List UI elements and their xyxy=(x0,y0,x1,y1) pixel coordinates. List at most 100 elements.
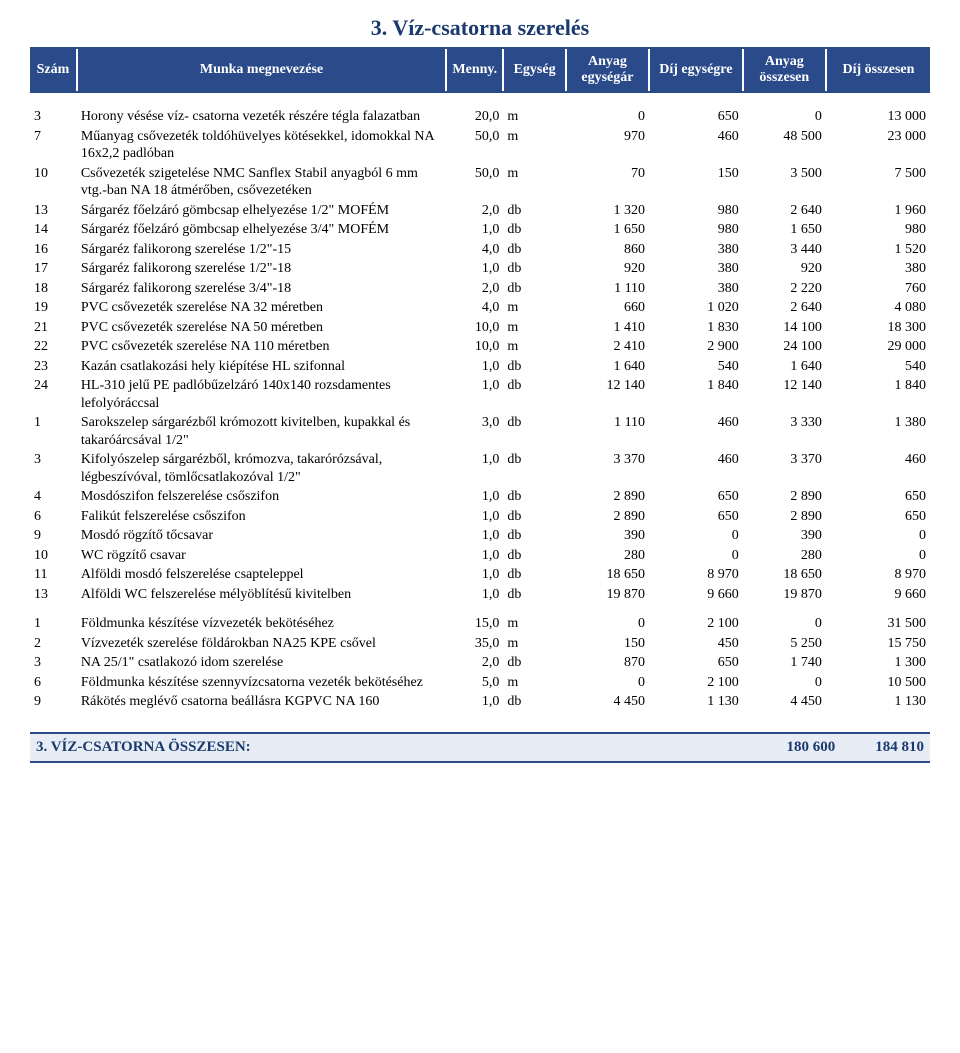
cell-dij-egysegre: 540 xyxy=(649,357,743,377)
cell-anyag-osszesen: 1 640 xyxy=(743,357,826,377)
cell-dij-osszesen: 650 xyxy=(826,487,930,507)
cell-name: Alföldi mosdó felszerelése csapteleppel xyxy=(77,565,446,585)
table-row: 9 Mosdó rögzítő tőcsavar 1,0 db 390 0 39… xyxy=(30,526,930,546)
cell-dij-egysegre: 380 xyxy=(649,279,743,299)
cell-name: Vízvezeték szerelése földárokban NA25 KP… xyxy=(77,634,446,654)
cell-dij-egysegre: 2 900 xyxy=(649,337,743,357)
table-row: 4 Mosdószifon felszerelése csőszifon 1,0… xyxy=(30,487,930,507)
table-row: 6 Földmunka készítése szennyvízcsatorna … xyxy=(30,673,930,693)
cell-dij-egysegre: 2 100 xyxy=(649,614,743,634)
table-row: 3 Kifolyószelep sárgarézből, krómozva, t… xyxy=(30,450,930,487)
table-row: 2 Vízvezeték szerelése földárokban NA25 … xyxy=(30,634,930,654)
cell-szam: 4 xyxy=(30,487,77,507)
cell-anyag-egysegar: 2 410 xyxy=(566,337,649,357)
cell-unit: m xyxy=(503,107,565,127)
cell-szam: 3 xyxy=(30,107,77,127)
cell-name: PVC csővezeték szerelése NA 32 méretben xyxy=(77,298,446,318)
cell-anyag-osszesen: 2 890 xyxy=(743,487,826,507)
cell-name: Kazán csatlakozási hely kiépítése HL szi… xyxy=(77,357,446,377)
cell-szam: 22 xyxy=(30,337,77,357)
col-header-menny: Menny. xyxy=(446,48,503,92)
cell-name: Sárgaréz falikorong szerelése 1/2"-18 xyxy=(77,259,446,279)
cell-szam: 1 xyxy=(30,614,77,634)
cell-dij-osszesen: 7 500 xyxy=(826,164,930,201)
cell-anyag-egysegar: 1 650 xyxy=(566,220,649,240)
table-row: 9 Rákötés meglévő csatorna beállásra KGP… xyxy=(30,692,930,712)
cell-anyag-osszesen: 0 xyxy=(743,673,826,693)
cell-unit: db xyxy=(503,413,565,450)
cell-dij-osszesen: 1 960 xyxy=(826,201,930,221)
cell-unit: db xyxy=(503,201,565,221)
cell-name: Sárgaréz falikorong szerelése 1/2"-15 xyxy=(77,240,446,260)
cell-qty: 10,0 xyxy=(446,337,503,357)
cell-name: PVC csővezeték szerelése NA 50 méretben xyxy=(77,318,446,338)
cell-name: Falikút felszerelése csőszifon xyxy=(77,507,446,527)
cell-szam: 1 xyxy=(30,413,77,450)
cell-anyag-egysegar: 0 xyxy=(566,614,649,634)
table-row: 18 Sárgaréz falikorong szerelése 3/4"-18… xyxy=(30,279,930,299)
cell-dij-egysegre: 1 830 xyxy=(649,318,743,338)
cell-name: Sárgaréz falikorong szerelése 3/4"-18 xyxy=(77,279,446,299)
cell-name: Műanyag csővezeték toldóhüvelyes kötések… xyxy=(77,127,446,164)
cell-dij-egysegre: 0 xyxy=(649,546,743,566)
cell-dij-egysegre: 0 xyxy=(649,526,743,546)
cell-name: Kifolyószelep sárgarézből, krómozva, tak… xyxy=(77,450,446,487)
cell-qty: 4,0 xyxy=(446,298,503,318)
cell-anyag-osszesen: 48 500 xyxy=(743,127,826,164)
cell-dij-egysegre: 150 xyxy=(649,164,743,201)
cell-unit: db xyxy=(503,279,565,299)
table-row: 16 Sárgaréz falikorong szerelése 1/2"-15… xyxy=(30,240,930,260)
cell-anyag-osszesen: 1 740 xyxy=(743,653,826,673)
cell-qty: 1,0 xyxy=(446,487,503,507)
cell-name: Sárgaréz főelzáró gömbcsap elhelyezése 3… xyxy=(77,220,446,240)
table-row: 13 Sárgaréz főelzáró gömbcsap elhelyezés… xyxy=(30,201,930,221)
cell-name: Alföldi WC felszerelése mélyöblítésű kiv… xyxy=(77,585,446,605)
cell-szam: 24 xyxy=(30,376,77,413)
cell-anyag-egysegar: 70 xyxy=(566,164,649,201)
table-row: 13 Alföldi WC felszerelése mélyöblítésű … xyxy=(30,585,930,605)
cell-dij-osszesen: 1 130 xyxy=(826,692,930,712)
cell-qty: 20,0 xyxy=(446,107,503,127)
cell-dij-osszesen: 540 xyxy=(826,357,930,377)
cell-anyag-osszesen: 0 xyxy=(743,107,826,127)
cell-anyag-egysegar: 4 450 xyxy=(566,692,649,712)
section-gap xyxy=(30,604,930,614)
cell-dij-osszesen: 18 300 xyxy=(826,318,930,338)
cell-anyag-osszesen: 1 650 xyxy=(743,220,826,240)
cell-unit: db xyxy=(503,565,565,585)
cell-szam: 10 xyxy=(30,164,77,201)
cell-dij-osszesen: 1 840 xyxy=(826,376,930,413)
cell-dij-osszesen: 10 500 xyxy=(826,673,930,693)
cell-unit: db xyxy=(503,259,565,279)
cell-szam: 6 xyxy=(30,673,77,693)
table-row: 7 Műanyag csővezeték toldóhüvelyes kötés… xyxy=(30,127,930,164)
cell-unit: m xyxy=(503,127,565,164)
cell-qty: 50,0 xyxy=(446,164,503,201)
cell-szam: 13 xyxy=(30,201,77,221)
cell-qty: 10,0 xyxy=(446,318,503,338)
cell-anyag-egysegar: 19 870 xyxy=(566,585,649,605)
cell-name: Sárgaréz főelzáró gömbcsap elhelyezése 1… xyxy=(77,201,446,221)
cell-dij-osszesen: 0 xyxy=(826,546,930,566)
cell-anyag-osszesen: 2 890 xyxy=(743,507,826,527)
cell-szam: 3 xyxy=(30,450,77,487)
cell-dij-egysegre: 980 xyxy=(649,201,743,221)
cell-dij-egysegre: 650 xyxy=(649,107,743,127)
cell-dij-osszesen: 23 000 xyxy=(826,127,930,164)
cell-name: WC rögzítő csavar xyxy=(77,546,446,566)
cell-unit: db xyxy=(503,546,565,566)
table-row: 23 Kazán csatlakozási hely kiépítése HL … xyxy=(30,357,930,377)
col-header-dij-egysegre: Díj egységre xyxy=(649,48,743,92)
cell-dij-osszesen: 1 300 xyxy=(826,653,930,673)
cell-qty: 50,0 xyxy=(446,127,503,164)
cell-anyag-osszesen: 5 250 xyxy=(743,634,826,654)
cell-anyag-osszesen: 18 650 xyxy=(743,565,826,585)
total-row: 3. VÍZ-CSATORNA ÖSSZESEN: 180 600 184 81… xyxy=(30,732,930,763)
cell-name: NA 25/1" csatlakozó idom szerelése xyxy=(77,653,446,673)
table-row: 1 Sarokszelep sárgarézből krómozott kivi… xyxy=(30,413,930,450)
cell-szam: 18 xyxy=(30,279,77,299)
cell-szam: 14 xyxy=(30,220,77,240)
cell-qty: 1,0 xyxy=(446,259,503,279)
cell-anyag-egysegar: 18 650 xyxy=(566,565,649,585)
cell-anyag-egysegar: 1 640 xyxy=(566,357,649,377)
